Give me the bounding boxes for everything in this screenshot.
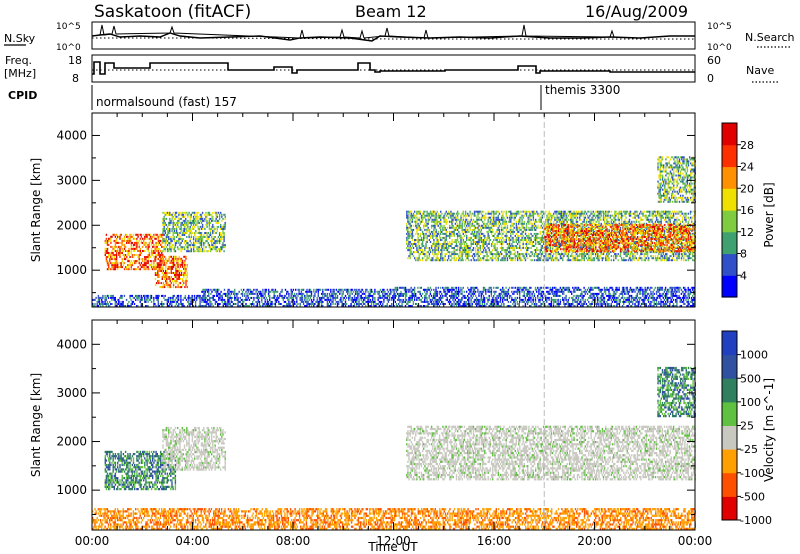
x-tick-label: 20:00 <box>577 534 612 548</box>
nsearch-tick-top: 10^5 <box>707 22 732 32</box>
power-colorbar-tick: 4 <box>740 269 747 282</box>
velocity-colorbar-tick: -1000 <box>740 514 772 527</box>
power-echo-region <box>393 286 696 307</box>
nave-label: Nave <box>746 64 774 77</box>
velocity-echo-region <box>162 426 226 471</box>
nsky-tick-top: 10^5 <box>56 22 81 32</box>
x-tick-label: 08:00 <box>276 534 311 548</box>
power-colorbar-swatch <box>722 166 737 189</box>
velocity-colorbar-swatch <box>722 449 737 474</box>
power-colorbar-tick: 8 <box>740 248 747 261</box>
velocity-colorbar-tick: -500 <box>740 490 765 503</box>
power-colorbar-tick: 20 <box>740 182 754 195</box>
velocity-colorbar-tick: -100 <box>740 467 765 480</box>
station-title: Saskatoon (fitACF) <box>94 2 251 22</box>
cpid-label: CPID <box>8 89 37 102</box>
power-echo-region <box>200 288 395 307</box>
power-colorbar-swatch <box>722 231 737 255</box>
velocity-echo-region <box>92 508 696 530</box>
cpid-program-2: themis 3300 <box>545 83 620 97</box>
velocity-y-tick-label: 3000 <box>56 386 87 400</box>
velocity-colorbar-tick: 100 <box>740 396 761 409</box>
velocity-colorbar-tick: 25 <box>740 420 754 433</box>
freq-panel-frame <box>91 54 696 83</box>
freq-tick-bottom: 8 <box>72 72 79 85</box>
power-colorbar-swatch <box>722 275 737 298</box>
power-echo-region <box>406 210 696 262</box>
velocity-colorbar-swatch <box>722 401 737 426</box>
velocity-echo-region <box>406 425 696 481</box>
x-tick-label: 04:00 <box>175 534 210 548</box>
power-y-tick-label: 3000 <box>56 173 87 187</box>
date-title: 16/Aug/2009 <box>585 2 688 21</box>
velocity-echo-region <box>657 366 696 418</box>
power-colorbar-tick: 28 <box>740 139 754 152</box>
nsearch-tick-bottom: 10^0 <box>707 43 732 53</box>
velocity-colorbar-swatch <box>722 354 737 379</box>
velocity-y-tick-label: 2000 <box>56 435 87 449</box>
velocity-colorbar-swatch <box>722 331 737 356</box>
power-y-axis-title: Slant Range [km] <box>29 158 43 262</box>
power-colorbar-swatch <box>722 144 737 168</box>
power-echo-region <box>154 255 188 289</box>
xaxis-title: Time UT <box>367 540 418 554</box>
power-colorbar: 4 8 12 16 20 24 28 <box>721 122 754 298</box>
nave-tick-bottom: 0 <box>707 72 714 85</box>
power-panel: 1000 2000 3000 4000 Slant Range [km] <box>29 112 696 308</box>
freq-tick-top: 18 <box>68 54 82 67</box>
power-y-tick-label: 1000 <box>56 263 87 277</box>
x-tick-label: 12:00 <box>376 534 411 548</box>
power-colorbar-tick: 12 <box>740 226 754 239</box>
velocity-colorbar-swatch <box>722 496 737 521</box>
nsearch-label: N.Search <box>745 31 795 44</box>
power-echo-region <box>657 156 696 203</box>
freq-label: Freq. <box>5 54 32 67</box>
x-tick-label: 00:00 <box>75 534 110 548</box>
velocity-colorbar-swatch <box>722 378 737 403</box>
power-colorbar-swatch <box>722 123 737 146</box>
nave-tick-top: 60 <box>707 54 721 67</box>
power-colorbar-swatch <box>722 210 737 233</box>
nsky-label: N.Sky <box>4 32 36 45</box>
x-tick-label: 16:00 <box>477 534 512 548</box>
velocity-colorbar-tick: 500 <box>740 372 761 385</box>
velocity-panel: 1000 2000 3000 4000 00:00 04:00 08:00 12:00 16:0… <box>29 319 713 548</box>
velocity-colorbar-tick: 1000 <box>740 349 768 362</box>
power-colorbar-label: Power [dB] <box>762 182 776 247</box>
power-colorbar-swatch <box>722 253 737 276</box>
nsky-tick-bottom: 10^0 <box>56 43 81 53</box>
freq-unit: [MHz] <box>4 67 36 80</box>
beam-title: Beam 12 <box>355 2 427 21</box>
velocity-colorbar-swatch <box>722 425 737 450</box>
velocity-y-tick-label: 1000 <box>56 483 87 497</box>
power-colorbar-tick: 24 <box>740 161 754 174</box>
power-colorbar-tick: 16 <box>740 204 754 217</box>
velocity-y-axis-title: Slant Range [km] <box>29 373 43 477</box>
x-tick-label: 00:00 <box>678 534 713 548</box>
cpid-program-1: normalsound (fast) 157 <box>96 95 237 109</box>
freq-line <box>92 61 695 75</box>
velocity-colorbar-swatch <box>722 472 737 497</box>
power-echo-region <box>92 294 201 307</box>
velocity-colorbar-tick: -25 <box>740 443 758 456</box>
velocity-colorbar: 1000 500 100 25 -25 -100 -500 -1000 <box>721 330 772 527</box>
velocity-colorbar-label: Velocity [m s^-1] <box>762 378 776 482</box>
power-echo-region <box>162 211 226 253</box>
power-y-tick-label: 4000 <box>56 128 87 142</box>
velocity-y-tick-label: 4000 <box>56 337 87 351</box>
power-y-tick-label: 2000 <box>56 218 87 232</box>
power-colorbar-swatch <box>722 188 737 211</box>
